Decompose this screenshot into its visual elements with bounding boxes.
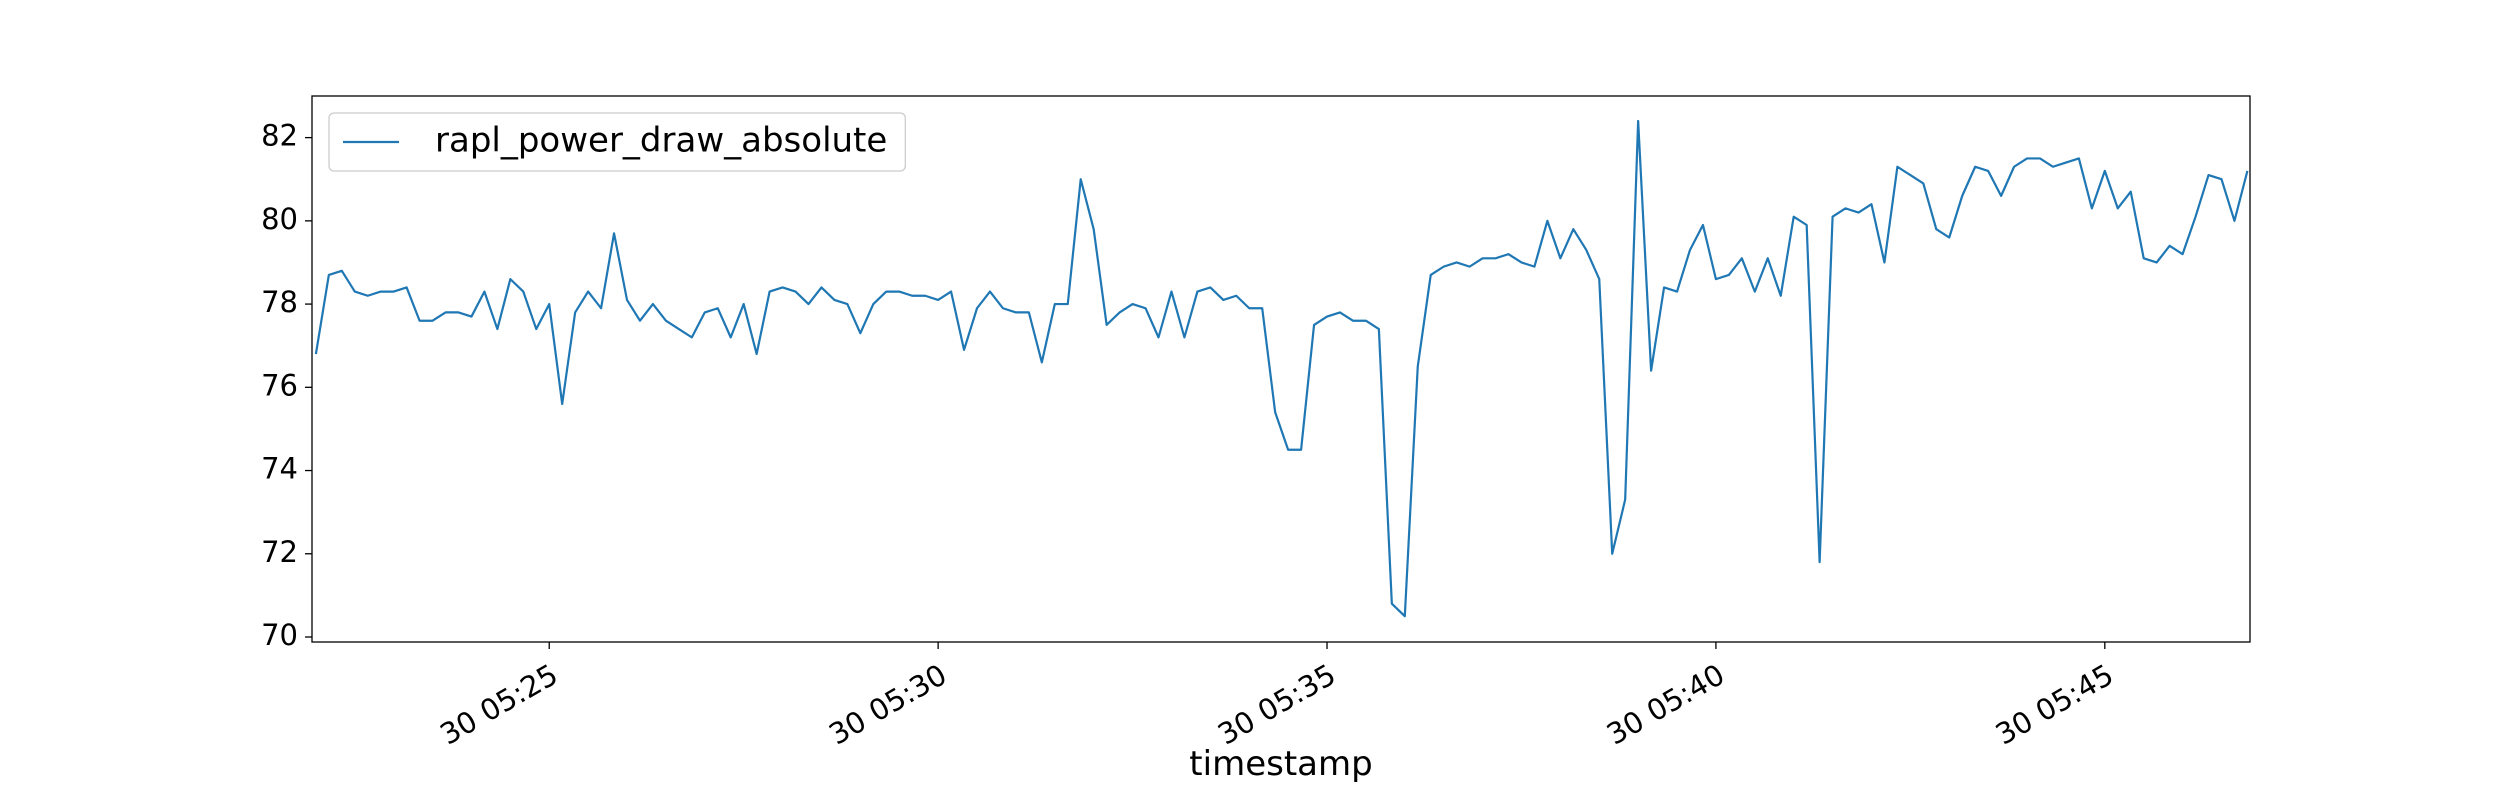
y-tick-label: 74 <box>261 452 298 486</box>
x-axis-label: timestamp <box>1189 744 1372 784</box>
legend: rapl_power_draw_absolute <box>328 112 906 172</box>
y-tick-label: 82 <box>261 119 298 153</box>
y-tick-label: 72 <box>261 535 298 569</box>
data-line <box>314 119 2249 618</box>
y-tick-label: 70 <box>261 618 298 652</box>
y-tick-label: 76 <box>261 368 298 402</box>
y-tick-label: 78 <box>261 285 298 319</box>
legend-label: rapl_power_draw_absolute <box>435 121 887 161</box>
legend-box <box>328 112 906 172</box>
plot-frame <box>311 95 2251 643</box>
y-tick-label: 80 <box>261 202 298 236</box>
